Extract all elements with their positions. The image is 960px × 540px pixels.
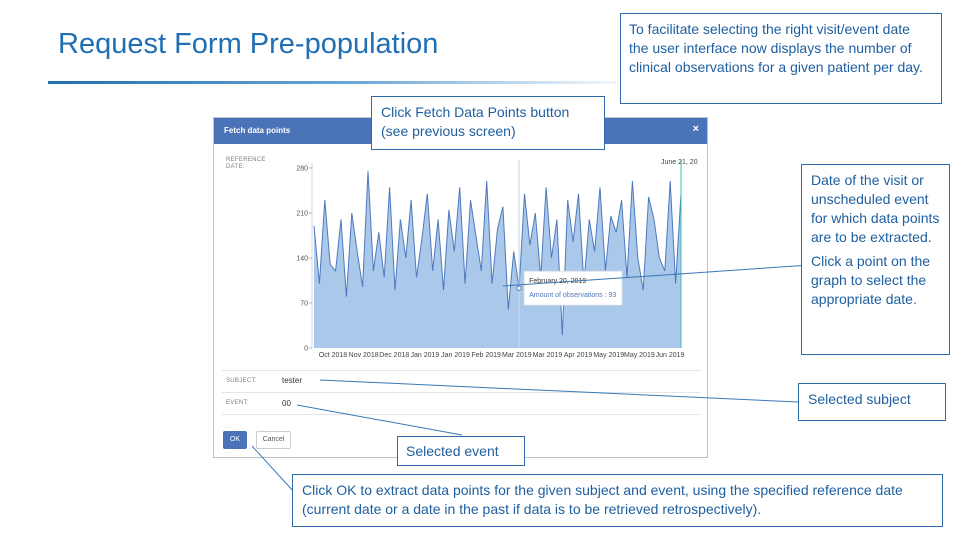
ok-button[interactable]: OK (223, 431, 247, 449)
title-underline (48, 81, 618, 84)
chart-y-tick-label: 210 (296, 211, 308, 218)
separator-3 (222, 414, 701, 415)
chart-x-tick-label: Mar 2019 (502, 352, 532, 359)
chart-tooltip (523, 270, 623, 306)
selected-point[interactable] (516, 285, 522, 291)
fetch-data-points-dialog: Fetch data points × REFERENCE DATE: 0 70 1… (213, 117, 708, 458)
chart-x-tick-label: Mar 2019 (533, 352, 563, 359)
subject-label: SUBJECT: (226, 378, 257, 384)
subject-value: tester (282, 376, 303, 385)
chart-x-tick-label: Jan 2019 (441, 352, 470, 359)
chart-series-line (313, 171, 682, 336)
reference-date-value: June 21, 20 (661, 159, 698, 166)
date-callout: Date of the visit or unscheduled event f… (801, 164, 950, 355)
date-callout-text-2: Click a point on the graph to select the… (811, 253, 931, 307)
tooltip-value: Amount of observations : 93 (529, 292, 616, 299)
subject-callout: Selected subject (798, 383, 946, 421)
dialog-title: Fetch data points (224, 126, 291, 135)
close-icon[interactable]: × (692, 123, 699, 135)
chart-x-tick-label: Jun 2019 (656, 352, 685, 359)
event-label: EVENT: (226, 400, 249, 406)
date-callout-text-1: Date of the visit or unscheduled event f… (811, 172, 940, 245)
separator-2 (222, 392, 701, 393)
cancel-button[interactable]: Cancel (256, 431, 291, 449)
chart-y-tick-label: 0 (304, 346, 308, 353)
reference-date-label: REFERENCE DATE: (226, 157, 266, 171)
chart-x-tick-label: Apr 2019 (564, 352, 593, 359)
tooltip-date: February 20, 2019 (529, 278, 586, 285)
chart-x-tick-label: Nov 2018 (349, 352, 379, 359)
chart-x-tick-label: May 2019 (593, 352, 624, 359)
event-callout: Selected event (397, 436, 525, 466)
reference-date-label-line1: REFERENCE (226, 157, 266, 163)
chart-y-tick-label: 140 (296, 256, 308, 263)
separator-1 (222, 370, 701, 371)
chart-x-tick-label: Dec 2018 (379, 352, 409, 359)
chart-x-tick-label: Oct 2018 (319, 352, 348, 359)
fetch-callout: Click Fetch Data Points button (see prev… (371, 96, 605, 150)
event-value: 00 (282, 399, 291, 408)
chart-y-tick-label: 280 (296, 166, 308, 173)
chart-x-tick-label: May 2019 (624, 352, 655, 359)
chart-x-tick-label: Feb 2019 (471, 352, 501, 359)
slide-title: Request Form Pre-population (58, 28, 439, 60)
chart-y-tick-label: 70 (300, 301, 308, 308)
chart-x-tick-label: Jan 2019 (411, 352, 440, 359)
top-right-note: To facilitate selecting the right visit/… (620, 13, 942, 104)
ok-callout: Click OK to extract data points for the … (292, 474, 943, 527)
reference-date-label-line2: DATE: (226, 164, 245, 170)
